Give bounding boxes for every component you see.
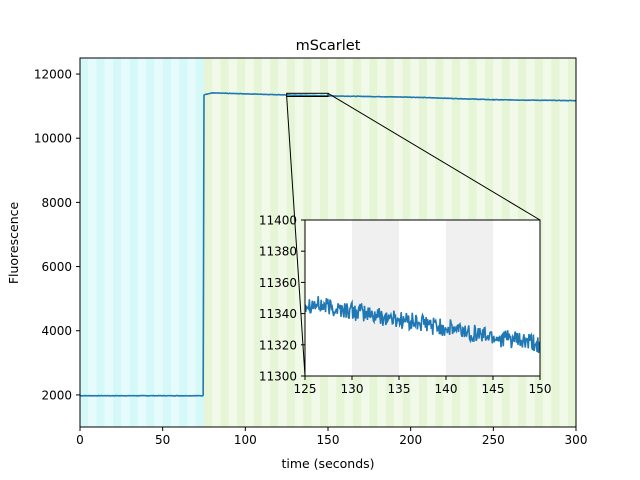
inset-shaded-band: [446, 220, 493, 376]
inset-y-tick-label: 11400: [259, 214, 297, 228]
background-band-before: [146, 58, 155, 427]
background-band-after: [542, 58, 552, 427]
x-tick-label: 300: [565, 433, 588, 447]
background-band-before: [137, 58, 147, 427]
x-axis-label: time (seconds): [281, 456, 374, 471]
x-tick-label: 200: [399, 433, 422, 447]
background-band-after: [551, 58, 560, 427]
background-band-before: [179, 58, 188, 427]
background-band-after: [204, 58, 213, 427]
inset-x-tick-label: 145: [482, 382, 505, 396]
chart-title: mScarlet: [296, 38, 361, 54]
inset-y-tick-label: 11300: [259, 370, 297, 384]
inset-y-tick-label: 11340: [259, 307, 297, 321]
inset-y-tick-label: 11360: [259, 276, 297, 290]
y-axis: 2000 4000 6000 8000 10000 12000: [34, 68, 80, 402]
zoom-indicator: [286, 92, 541, 377]
y-tick-label: 8000: [41, 196, 72, 210]
background-band-after: [559, 58, 568, 427]
y-tick-label: 4000: [41, 324, 72, 338]
inset-frame: [304, 219, 541, 377]
inset-x-tick-label: 125: [294, 382, 317, 396]
background-band-after: [220, 58, 229, 427]
inset-shaded-bands: [352, 220, 493, 376]
x-tick-label: 250: [482, 433, 505, 447]
y-tick-label: 6000: [41, 260, 72, 274]
background-band-before: [154, 58, 163, 427]
background-band-after: [286, 58, 295, 427]
inset-y-axis: 11300 11320 11340 11360 11380 11400: [259, 214, 305, 384]
background-band-before: [88, 58, 97, 427]
zoom-connector: [327, 92, 541, 221]
inset-y-tick-label: 11320: [259, 338, 297, 352]
y-tick-label: 10000: [34, 132, 72, 146]
background-band-after: [261, 58, 271, 427]
inset-x-tick-label: 150: [529, 382, 552, 396]
inset-x-tick-label: 130: [341, 382, 364, 396]
zoom-connector: [286, 96, 306, 377]
background-band-after: [567, 58, 576, 427]
background-band-before: [96, 58, 105, 427]
background-band-after: [270, 58, 279, 427]
background-band-before: [80, 58, 89, 427]
background-band-before: [121, 58, 130, 427]
background-band-after: [253, 58, 262, 427]
inset-x-tick-label: 140: [435, 382, 458, 396]
background-band-before: [104, 58, 114, 427]
inset-series-line: [305, 296, 540, 354]
y-axis-label: Fluorescence: [6, 202, 21, 285]
inset-x-tick-label: 135: [388, 382, 411, 396]
background-band-before: [129, 58, 138, 427]
y-tick-label: 12000: [34, 68, 72, 82]
background-band-after: [294, 58, 304, 427]
background-band-before: [170, 58, 180, 427]
background-band-after: [212, 58, 221, 427]
background-band-after: [228, 58, 238, 427]
inset-x-axis: 125 130 135 140 145 150: [294, 376, 552, 396]
x-tick-label: 0: [76, 433, 84, 447]
background-band-before: [113, 58, 122, 427]
inset-shaded-band: [352, 220, 399, 376]
background-band-before: [162, 58, 171, 427]
background-band-before: [195, 58, 204, 427]
x-tick-label: 100: [234, 433, 257, 447]
inset-y-tick-label: 11380: [259, 245, 297, 259]
inset-background: [305, 220, 540, 376]
inset-series: [305, 296, 540, 354]
x-tick-label: 50: [155, 433, 170, 447]
background-band-before: [187, 58, 196, 427]
background-band-after: [245, 58, 254, 427]
series-line: [80, 92, 576, 397]
x-tick-label: 150: [317, 433, 340, 447]
x-axis: 0 50 100 150 200 250 300: [76, 427, 587, 447]
zoom-box: [286, 92, 329, 98]
background-band-after: [278, 58, 287, 427]
y-tick-label: 2000: [41, 388, 72, 402]
main-series: [80, 92, 576, 397]
background-band-after: [237, 58, 246, 427]
